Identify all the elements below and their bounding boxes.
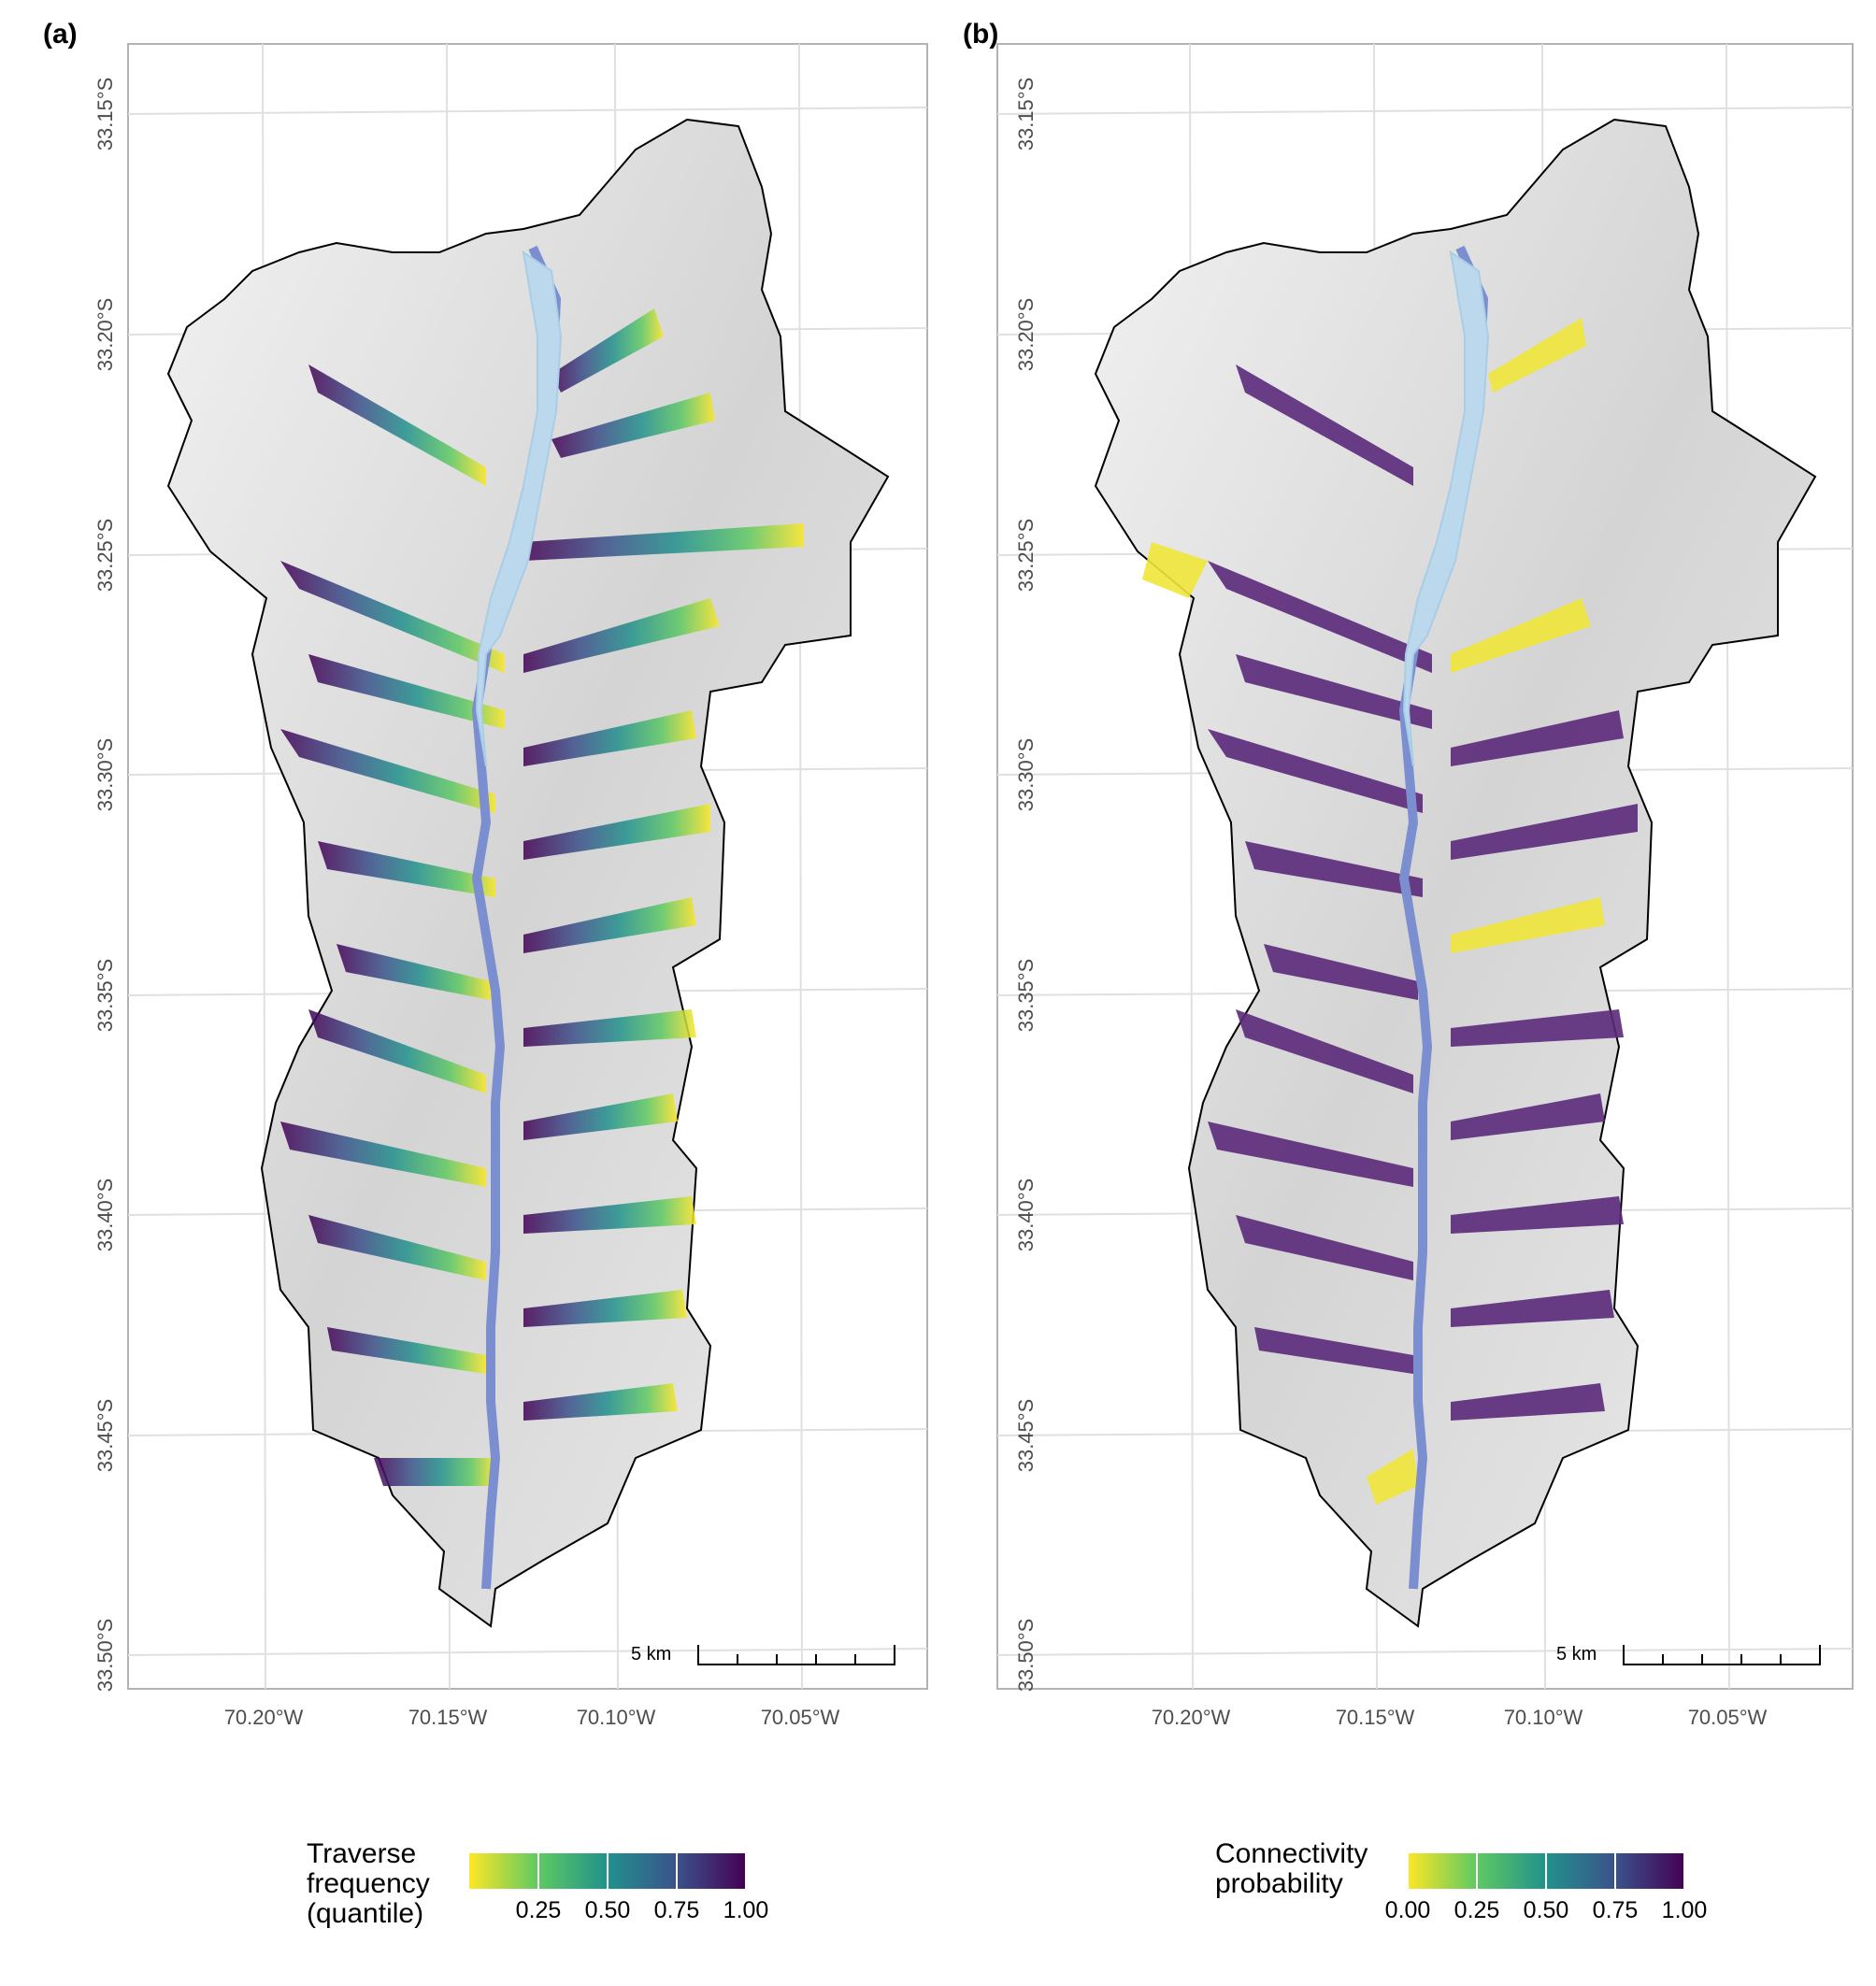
panel-a-x-axis: 70.20°W 70.15°W 70.10°W 70.05°W <box>224 1706 840 1729</box>
x-tick-label: 70.10°W <box>577 1706 656 1729</box>
legend-tick-label: 0.50 <box>584 1897 631 1923</box>
x-tick-label: 70.05°W <box>1688 1706 1768 1729</box>
y-tick-label: 33.15°S <box>93 78 117 151</box>
y-tick-label: 33.30°S <box>1014 738 1038 812</box>
panel-b-label: (b) <box>963 19 999 50</box>
legend-tick-mark <box>1683 1853 1685 1889</box>
y-tick-label: 33.40°S <box>1014 1179 1038 1252</box>
panel-a-scale-bar <box>697 1645 895 1665</box>
panel-a-y-axis: 33.15°S 33.20°S 33.25°S 33.30°S 33.35°S … <box>93 78 117 1693</box>
legend-tick-mark <box>1407 1853 1409 1889</box>
legend-tick-mark <box>676 1853 678 1889</box>
panel-b-map: 5 km 33.15°S 33.20°S 33.25°S 33.30°S 33.… <box>996 43 1854 1729</box>
legend-tick-mark <box>745 1853 747 1889</box>
legend-tick-label: 0.00 <box>1384 1897 1431 1923</box>
legend-tick-label: 0.75 <box>653 1897 700 1923</box>
legend-tick-mark <box>1545 1853 1547 1889</box>
legend-tick-label: 0.25 <box>515 1897 562 1923</box>
x-tick-label: 70.05°W <box>761 1706 840 1729</box>
panel-b-tributaries <box>1208 364 1638 1421</box>
y-tick-label: 33.35°S <box>1014 959 1038 1033</box>
panel-a-lake <box>475 250 563 767</box>
y-tick-label: 33.20°S <box>1014 298 1038 372</box>
y-tick-label: 33.20°S <box>93 298 117 372</box>
legend-b-title: Connectivity probability <box>1215 1838 1368 1899</box>
panel-b-high-connectivity-zones <box>1142 318 1605 1505</box>
panel-b-scale-label: 5 km <box>1556 1644 1597 1665</box>
y-tick-label: 33.35°S <box>93 959 117 1033</box>
y-tick-label: 33.45°S <box>93 1399 117 1473</box>
legend-tick-label: 1.00 <box>723 1897 769 1923</box>
x-tick-label: 70.10°W <box>1504 1706 1583 1729</box>
legend-tick-mark <box>1614 1853 1616 1889</box>
y-tick-label: 33.25°S <box>1014 519 1038 593</box>
y-tick-label: 33.40°S <box>93 1179 117 1252</box>
legend-tick-label: 0.50 <box>1523 1897 1569 1923</box>
panel-a-scale-label: 5 km <box>631 1644 671 1665</box>
panel-a-map: 5 km 33.15°S 33.20°S 33.25°S 33.30°S 33.… <box>93 43 928 1729</box>
x-tick-label: 70.20°W <box>224 1706 304 1729</box>
x-tick-label: 70.15°W <box>408 1706 488 1729</box>
panel-b-x-axis: 70.20°W 70.15°W 70.10°W 70.05°W <box>1152 1706 1768 1729</box>
x-tick-label: 70.15°W <box>1336 1706 1415 1729</box>
y-tick-label: 33.50°S <box>93 1619 117 1693</box>
panel-a-tributaries <box>280 308 804 1486</box>
y-tick-label: 33.15°S <box>1014 78 1038 151</box>
legend-tick-label: 0.75 <box>1592 1897 1639 1923</box>
legend-tick-label: 0.25 <box>1454 1897 1500 1923</box>
y-tick-label: 33.30°S <box>93 738 117 812</box>
x-tick-label: 70.20°W <box>1152 1706 1231 1729</box>
panel-b-y-axis: 33.15°S 33.20°S 33.25°S 33.30°S 33.35°S … <box>1014 78 1038 1693</box>
panel-a-label: (a) <box>43 19 78 50</box>
y-tick-label: 33.45°S <box>1014 1399 1038 1473</box>
legend-tick-mark <box>537 1853 539 1889</box>
legend-tick-mark <box>1476 1853 1478 1889</box>
panel-b-scale-bar <box>1623 1645 1821 1665</box>
panel-b-lake <box>1402 250 1490 767</box>
legend-tick-mark <box>607 1853 609 1889</box>
legend-tick-label: 1.00 <box>1661 1897 1708 1923</box>
legend-a-title: Traverse frequency (quantile) <box>307 1838 430 1929</box>
y-tick-label: 33.50°S <box>1014 1619 1038 1693</box>
y-tick-label: 33.25°S <box>93 519 117 593</box>
